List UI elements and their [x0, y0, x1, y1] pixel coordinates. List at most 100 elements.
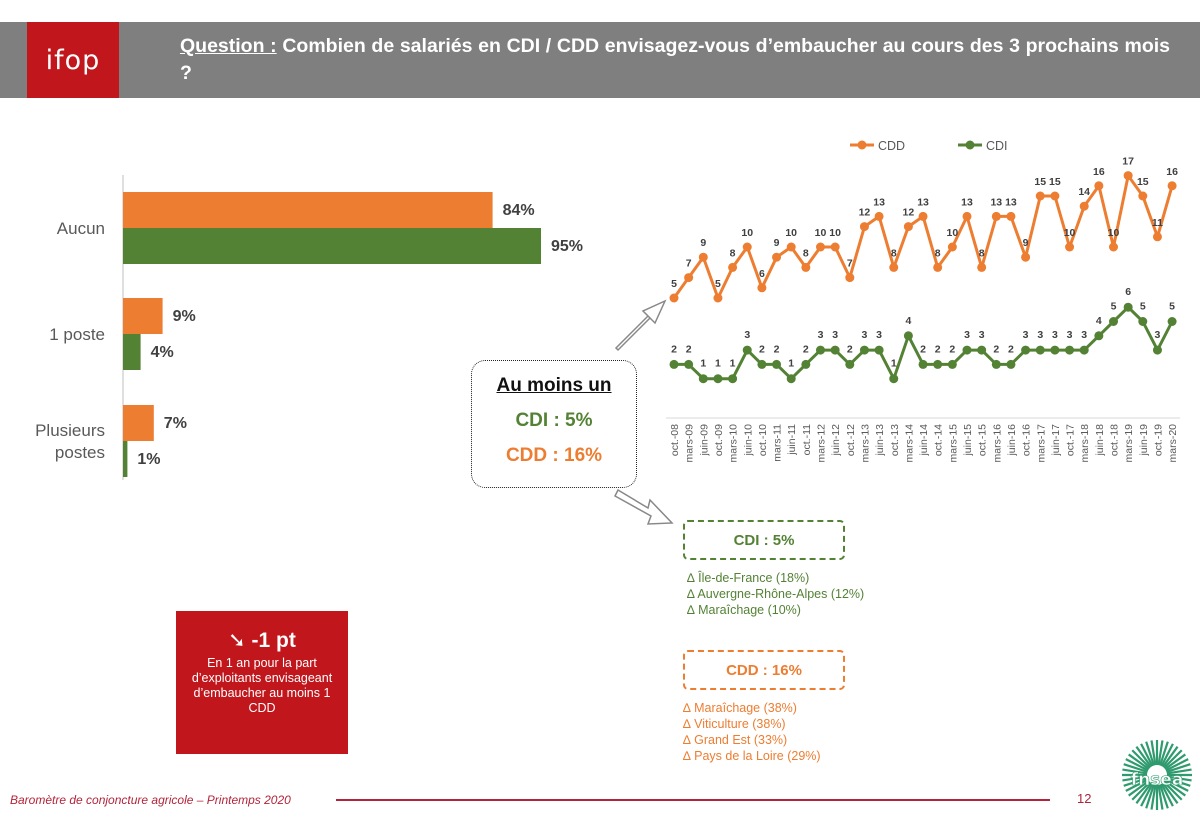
page-number: 12 — [1077, 791, 1092, 806]
x-tick-label: oct.-08 — [669, 424, 681, 456]
x-tick-label: mars-11 — [772, 424, 784, 462]
data-point — [1152, 345, 1162, 355]
data-label: 8 — [803, 247, 809, 259]
data-label: 10 — [785, 227, 797, 239]
data-point — [845, 359, 855, 369]
data-point — [801, 359, 811, 369]
data-label: 1 — [715, 358, 721, 370]
data-label: 10 — [815, 227, 827, 239]
logo-ray — [1166, 777, 1191, 787]
summary-callout: Au moins un CDI : 5% CDD : 16% — [471, 360, 637, 488]
data-point — [1050, 191, 1060, 201]
data-label: 1 — [700, 358, 706, 370]
data-label: 3 — [744, 329, 750, 341]
logo-ray — [1145, 741, 1155, 766]
x-tick-label: juin-15 — [962, 424, 974, 457]
data-point — [1109, 242, 1118, 252]
data-label: 17 — [1122, 156, 1134, 168]
data-point — [933, 359, 943, 369]
bar-category-label: 1 poste — [49, 325, 105, 344]
x-tick-label: mars-20 — [1167, 424, 1179, 463]
data-label: 2 — [993, 343, 999, 355]
data-label: 10 — [947, 227, 959, 239]
data-label: 9 — [774, 237, 780, 249]
data-point — [1035, 345, 1045, 355]
bar-value-label: 84% — [503, 202, 535, 219]
x-tick-label: mars-16 — [991, 424, 1003, 463]
data-point — [859, 345, 869, 355]
x-tick-label: juin-19 — [1138, 424, 1150, 457]
data-point — [1079, 345, 1089, 355]
logo-ray — [1131, 781, 1151, 801]
data-point — [1050, 345, 1060, 355]
bar-cdi — [123, 228, 541, 264]
data-point — [1109, 317, 1118, 326]
logo-ray — [1125, 778, 1149, 792]
data-point — [1123, 302, 1133, 312]
x-tick-label: mars-13 — [859, 424, 871, 463]
question-title: Question : Combien de salariés en CDI / … — [180, 33, 1170, 87]
x-tick-label: oct.-11 — [801, 424, 813, 455]
data-point — [1094, 331, 1104, 341]
data-label: 7 — [686, 258, 692, 270]
data-label: 14 — [1078, 186, 1090, 198]
logo-ray — [1165, 758, 1189, 772]
data-label: 13 — [990, 196, 1002, 208]
legend-label: CDD — [878, 139, 905, 153]
fnsea-logo: fnsea — [1122, 740, 1192, 810]
data-point — [1035, 191, 1045, 201]
footer-divider — [336, 799, 1050, 801]
data-point — [1006, 211, 1016, 221]
data-point — [830, 242, 840, 252]
data-label: 3 — [818, 329, 824, 341]
data-point — [684, 273, 694, 283]
logo-ray — [1160, 743, 1174, 767]
data-label: 8 — [730, 247, 736, 259]
data-point — [684, 359, 694, 369]
data-label: 13 — [873, 196, 885, 208]
data-label: 8 — [979, 247, 985, 259]
data-point — [962, 345, 972, 355]
data-point — [991, 211, 1001, 221]
data-label: 4 — [1096, 315, 1102, 327]
data-point — [1123, 171, 1133, 181]
logo-ray — [1128, 779, 1150, 797]
data-point — [962, 211, 972, 221]
data-point — [1079, 201, 1089, 211]
data-label: 10 — [829, 227, 841, 239]
data-point — [903, 331, 913, 341]
list-item: ∆ Île-de-France (18%) — [687, 571, 810, 585]
x-tick-label: juin-12 — [830, 424, 842, 457]
x-tick-label: juin-13 — [874, 424, 886, 457]
bar-cdd — [123, 192, 493, 228]
data-label: 2 — [803, 343, 809, 355]
x-tick-label: mars-15 — [947, 424, 959, 463]
legend-marker — [965, 140, 975, 150]
data-label: 9 — [1023, 237, 1029, 249]
x-tick-label: juin-09 — [698, 424, 710, 457]
data-point — [757, 359, 767, 369]
data-label: 16 — [1166, 166, 1178, 178]
bar-cdi — [123, 441, 128, 477]
x-tick-label: mars-10 — [728, 424, 740, 463]
data-point — [947, 359, 957, 369]
data-point — [874, 345, 884, 355]
footer-text: Baromètre de conjoncture agricole – Prin… — [10, 793, 291, 807]
logo-ray — [1125, 758, 1149, 772]
data-label: 2 — [949, 343, 955, 355]
data-label: 2 — [686, 343, 692, 355]
logo-ray — [1128, 753, 1150, 771]
x-tick-label: mars-18 — [1079, 424, 1091, 463]
data-label: 2 — [1008, 343, 1014, 355]
logo-ray — [1122, 768, 1148, 775]
data-label: 3 — [862, 329, 868, 341]
logo-ray — [1140, 783, 1154, 807]
logo-ray — [1145, 784, 1155, 809]
logo-ray — [1166, 775, 1192, 782]
data-point — [1021, 345, 1031, 355]
data-label: 13 — [1005, 196, 1017, 208]
data-label: 9 — [700, 237, 706, 249]
data-label: 1 — [730, 358, 736, 370]
x-tick-label: juin-10 — [742, 424, 754, 457]
x-tick-label: oct.-10 — [757, 424, 769, 456]
